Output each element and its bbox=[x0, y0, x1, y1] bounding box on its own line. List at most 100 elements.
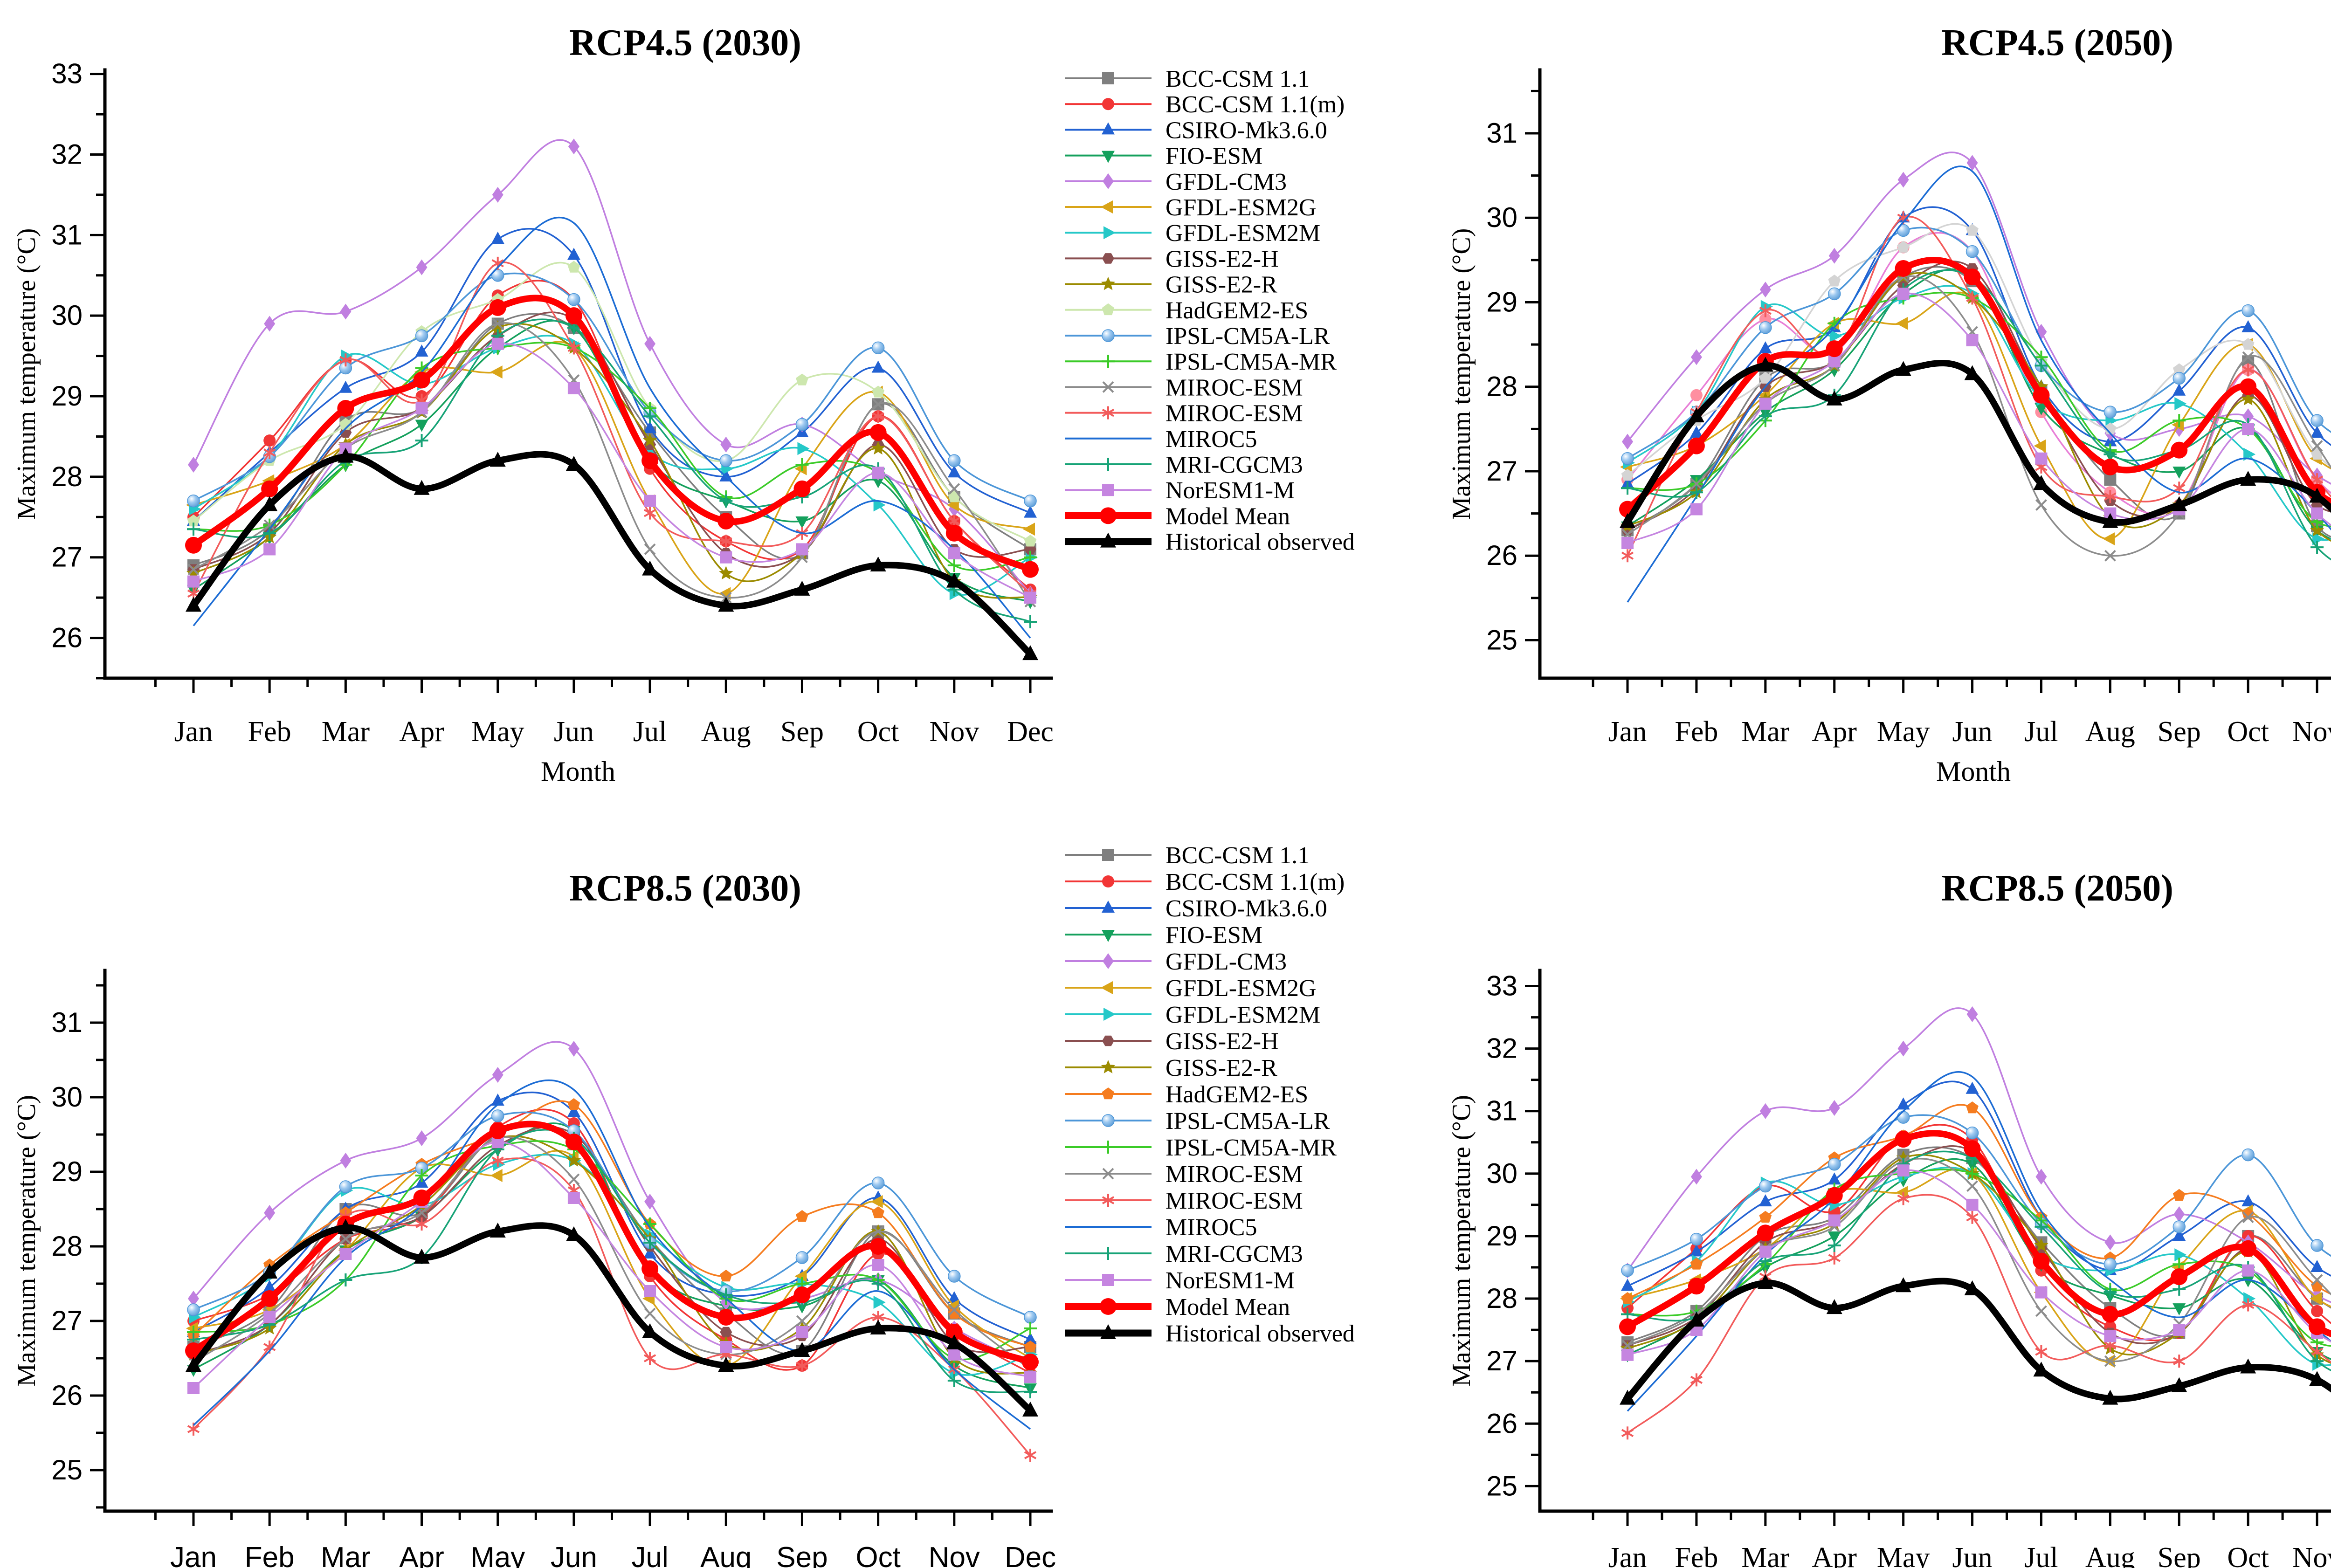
legend-label: MIROC-ESM bbox=[1166, 1161, 1303, 1188]
triangle-up-marker bbox=[1965, 1081, 1979, 1094]
series-line-MRI-CGCM3 bbox=[193, 318, 1031, 623]
star-marker bbox=[2241, 392, 2255, 406]
legend-item-GFDL-ESM2M: GFDL-ESM2M bbox=[1065, 220, 1320, 247]
sphere-marker bbox=[1024, 494, 1037, 508]
axes bbox=[103, 68, 1053, 680]
month-label: May bbox=[1877, 716, 1930, 748]
triangle-filled-marker bbox=[642, 560, 658, 576]
asterisk-marker bbox=[1966, 291, 1979, 305]
legend-item-CSIRO-Mk3.6.0: CSIRO-Mk3.6.0 bbox=[1065, 117, 1327, 144]
series-markers-MRI-CGCM3 bbox=[1621, 1151, 2324, 1368]
triangle-filled-marker bbox=[794, 1342, 810, 1357]
plus-marker bbox=[1965, 1167, 1979, 1180]
pentagon-marker bbox=[1024, 535, 1037, 547]
sphere-marker bbox=[2310, 414, 2324, 427]
month-label: Jun bbox=[551, 1541, 597, 1568]
pentagon-marker bbox=[720, 1270, 732, 1282]
big-circle-marker bbox=[2102, 458, 2119, 475]
series-markers-MRI-CGCM3 bbox=[1621, 270, 2324, 554]
big-circle-marker bbox=[2033, 386, 2050, 404]
big-circle-marker bbox=[2033, 1252, 2050, 1270]
series-line-IPSL-CM5A-LR bbox=[193, 272, 1031, 502]
triangle-up-marker bbox=[1024, 505, 1037, 518]
diamond-marker bbox=[568, 1041, 579, 1057]
square-marker bbox=[872, 467, 884, 479]
triangle-right-marker bbox=[873, 1296, 886, 1309]
pentagon-marker bbox=[1966, 224, 1979, 236]
triangle-filled-marker bbox=[2309, 488, 2325, 503]
star-marker bbox=[566, 1153, 581, 1167]
series-group bbox=[185, 1041, 1039, 1462]
series-line-GFDL-ESM2M bbox=[1627, 1167, 2331, 1366]
series-line-MRI-CGCM3 bbox=[193, 1128, 1031, 1393]
sphere-marker bbox=[2103, 406, 2117, 419]
x-marker bbox=[339, 1233, 352, 1245]
triangle-filled-marker bbox=[2033, 1362, 2049, 1377]
legend-item-GISS-E2-H: GISS-E2-H bbox=[1065, 246, 1279, 272]
triangle-filled-marker bbox=[414, 1249, 430, 1264]
big-circle-marker bbox=[793, 1286, 811, 1303]
plus-marker bbox=[2310, 1355, 2324, 1368]
pentagon-marker bbox=[567, 261, 580, 273]
square-marker bbox=[2242, 1264, 2255, 1277]
legend-item-HadGEM2-ES: HadGEM2-ES bbox=[1065, 1081, 1308, 1108]
big-circle-marker bbox=[1757, 1224, 1774, 1242]
big-circle-marker bbox=[489, 1122, 506, 1139]
big-circle-marker bbox=[185, 536, 202, 554]
panel-rcp85-2050: RCP8.5 (2050) 25 26 27 28 29 30 31 32 33 Jan Feb Mar… bbox=[1363, 784, 2331, 1568]
triangle-right-marker bbox=[797, 442, 810, 455]
big-circle-marker bbox=[413, 371, 430, 389]
legend-label: BCC-CSM 1.1(m) bbox=[1166, 91, 1345, 118]
plus-marker bbox=[795, 458, 809, 471]
triangle-filled-marker bbox=[870, 557, 886, 572]
legend-marker bbox=[1102, 484, 1114, 496]
plus-marker bbox=[719, 1288, 733, 1301]
month-label: Apr bbox=[1812, 1542, 1857, 1568]
triangle-filled-marker bbox=[566, 1226, 582, 1241]
diamond-marker bbox=[720, 436, 732, 453]
legend-marker bbox=[1102, 303, 1115, 316]
legend-marker bbox=[1102, 381, 1114, 393]
big-circle-marker bbox=[1688, 1278, 1705, 1295]
legend-label: GFDL-ESM2M bbox=[1166, 220, 1320, 247]
triangle-filled-marker bbox=[2033, 475, 2049, 490]
y-tick-label: 31 bbox=[1486, 117, 1517, 149]
series-markers-Historical observed bbox=[186, 1219, 1038, 1417]
circle-marker bbox=[2311, 1305, 2324, 1317]
square-marker bbox=[2242, 423, 2255, 435]
month-label: Jul bbox=[2024, 1542, 2058, 1568]
big-circle-marker bbox=[261, 480, 278, 497]
big-circle-marker bbox=[2309, 1318, 2326, 1335]
triangle-filled-marker bbox=[2240, 471, 2256, 486]
triangle-left-marker bbox=[490, 365, 503, 379]
legend-label: GFDL-CM3 bbox=[1166, 949, 1287, 975]
month-label: Aug bbox=[2085, 1542, 2135, 1568]
plus-marker bbox=[947, 559, 961, 572]
legend-marker bbox=[1102, 329, 1115, 342]
diamond-marker bbox=[492, 186, 503, 203]
triangle-filled-marker bbox=[1895, 361, 1911, 376]
square-marker bbox=[1621, 1348, 1634, 1361]
legend-label: MIROC-ESM bbox=[1166, 1188, 1303, 1214]
big-circle-marker bbox=[1688, 437, 1705, 454]
plus-marker bbox=[415, 434, 428, 447]
big-circle-marker bbox=[2102, 1306, 2119, 1323]
legend-item-FIO-ESM: FIO-ESM bbox=[1065, 922, 1262, 949]
square-marker bbox=[1966, 334, 1979, 346]
y-ticks bbox=[1525, 89, 1540, 641]
plus-marker bbox=[719, 494, 733, 508]
legend-marker bbox=[1103, 953, 1114, 969]
y-tick-label: 26 bbox=[51, 1380, 83, 1411]
x-marker bbox=[872, 1225, 884, 1238]
sphere-marker bbox=[339, 1180, 352, 1193]
legend-item-MIROC-ESM: MIROC-ESM bbox=[1065, 400, 1303, 427]
plus-marker bbox=[187, 523, 200, 536]
plus-marker bbox=[643, 1236, 657, 1249]
series-markers-BCC-CSM 1.1 bbox=[187, 1128, 1036, 1357]
y-tick-label: 27 bbox=[51, 1305, 83, 1336]
legend-item-MIROC-ESM: MIROC-ESM bbox=[1065, 1188, 1303, 1214]
sphere-marker bbox=[2172, 1220, 2186, 1233]
month-label: Apr bbox=[1812, 716, 1857, 748]
star-marker bbox=[490, 320, 505, 334]
